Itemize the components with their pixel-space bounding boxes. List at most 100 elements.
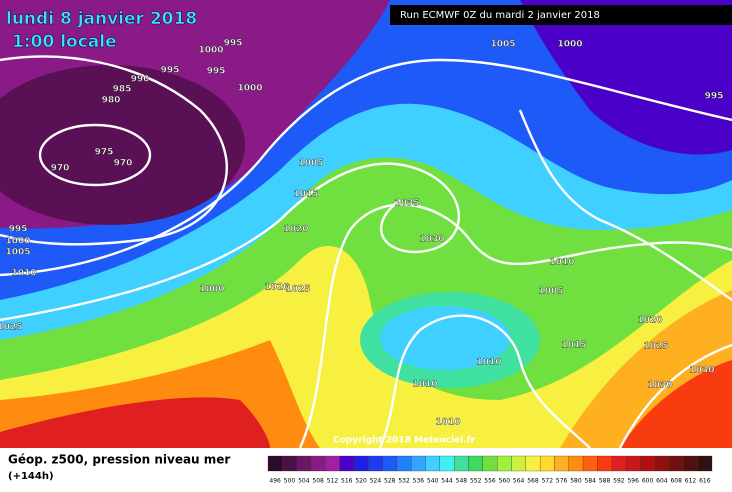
- legend-lead: (+144h): [8, 471, 54, 482]
- isobar-label: 1000: [198, 46, 223, 56]
- isobars: [0, 55, 732, 449]
- color-swatch: [611, 455, 627, 472]
- color-swatch: [282, 455, 297, 472]
- scale-label: 516: [341, 478, 353, 485]
- scale-label: 600: [642, 478, 654, 485]
- isobar-label: 1000: [237, 84, 262, 94]
- isobar-label: 985: [113, 85, 132, 95]
- isobar-label: 970: [51, 164, 70, 174]
- scale-label: 608: [670, 478, 682, 485]
- isobar-label: 1005: [298, 159, 323, 169]
- scale-label: 564: [513, 478, 525, 485]
- scale-label: 560: [499, 478, 511, 485]
- legend-title: Géop. z500, pression niveau mer: [8, 453, 230, 467]
- isobar-label: 1010: [476, 358, 501, 368]
- scale-label: 532: [398, 478, 410, 485]
- scale-label: 584: [585, 478, 597, 485]
- isobar-label: 1000: [199, 285, 224, 295]
- color-swatch: [296, 455, 312, 472]
- scale-label: 596: [627, 478, 639, 485]
- color-swatch: [310, 455, 326, 472]
- isobar-label: 1025: [0, 323, 23, 333]
- isobar-label: 1000: [557, 40, 582, 50]
- isobar-label: 970: [114, 159, 133, 169]
- isobar-label: 995: [9, 225, 28, 235]
- forecast-date: lundi 8 janvier 2018: [6, 9, 197, 29]
- color-swatch: [425, 455, 441, 472]
- run-info: Run ECMWF 0Z du mardi 2 janvier 2018: [400, 10, 600, 21]
- scale-label: 504: [298, 478, 310, 485]
- scale-label: 520: [355, 478, 367, 485]
- color-swatch: [625, 455, 641, 472]
- color-swatch: [539, 455, 555, 472]
- isobar-label: 995: [207, 67, 226, 77]
- color-swatch: [482, 455, 498, 472]
- color-swatch: [511, 455, 526, 472]
- scale-label: 508: [312, 478, 324, 485]
- scale-label: 588: [599, 478, 611, 485]
- isobar-label: 1030: [647, 381, 672, 391]
- copyright: Copyright 2018 Meteociel.fr: [333, 436, 476, 446]
- isobar-label: 1025: [285, 285, 310, 295]
- color-swatch: [525, 455, 541, 472]
- isobar-label: 1015: [561, 341, 586, 351]
- red-band: [0, 397, 270, 448]
- color-swatch: [454, 455, 469, 472]
- color-swatch: [554, 455, 569, 472]
- scale-label: 556: [484, 478, 496, 485]
- isobar-label: 1030: [419, 235, 444, 245]
- color-swatch: [568, 455, 584, 472]
- color-swatch: [582, 455, 598, 472]
- isobar-label: 1010: [549, 258, 574, 268]
- scale-label: 580: [570, 478, 582, 485]
- color-swatch: [368, 455, 383, 472]
- low-core: [0, 65, 245, 225]
- isobar-label: 1010: [435, 418, 460, 428]
- scale-label: 592: [613, 478, 625, 485]
- scale-label: 576: [556, 478, 568, 485]
- color-swatch: [325, 455, 340, 472]
- scale-label: 500: [284, 478, 296, 485]
- isobar-label: 975: [95, 148, 114, 158]
- scale-label: 552: [470, 478, 482, 485]
- red-band-east: [620, 360, 732, 448]
- isobar-label: 1005: [5, 248, 30, 258]
- color-swatch: [382, 455, 398, 472]
- color-swatch: [497, 455, 512, 472]
- scale-label: 496: [269, 478, 281, 485]
- color-swatch: [640, 455, 655, 472]
- isobar-label: 995: [224, 39, 243, 49]
- color-swatch: [339, 455, 355, 472]
- color-swatch: [683, 455, 698, 472]
- scale-label: 604: [656, 478, 668, 485]
- color-swatch: [396, 455, 412, 472]
- scale-label: 524: [370, 478, 382, 485]
- isobar-label: 1025: [643, 342, 668, 352]
- color-swatch: [353, 455, 369, 472]
- color-swatch: [267, 455, 283, 472]
- color-swatch: [654, 455, 670, 472]
- color-swatch: [411, 455, 426, 472]
- color-swatch: [668, 455, 684, 472]
- scale-label: 540: [427, 478, 439, 485]
- isobar-label: 995: [161, 66, 180, 76]
- isobar-label: 980: [102, 96, 121, 106]
- isobar-label: 1020: [264, 283, 289, 293]
- color-swatch: [439, 455, 455, 472]
- iberia-low: [380, 306, 510, 370]
- isobar-label: 1010: [412, 380, 437, 390]
- isobar-label: 1005: [538, 287, 563, 297]
- scale-label: 568: [527, 478, 539, 485]
- isobar-label: 1030: [689, 366, 714, 376]
- isobar-label: 995: [705, 92, 724, 102]
- isobar-label: 1020: [283, 225, 308, 235]
- isobar-label: 1010: [11, 269, 36, 279]
- isobar-label: 990: [131, 75, 150, 85]
- run-box: [390, 5, 732, 25]
- isobar-label: 1020: [637, 316, 662, 326]
- scale-label: 548: [456, 478, 468, 485]
- color-swatch: [597, 455, 612, 472]
- upper-right-region: [520, 0, 732, 155]
- isobar-label: 1035: [394, 199, 419, 209]
